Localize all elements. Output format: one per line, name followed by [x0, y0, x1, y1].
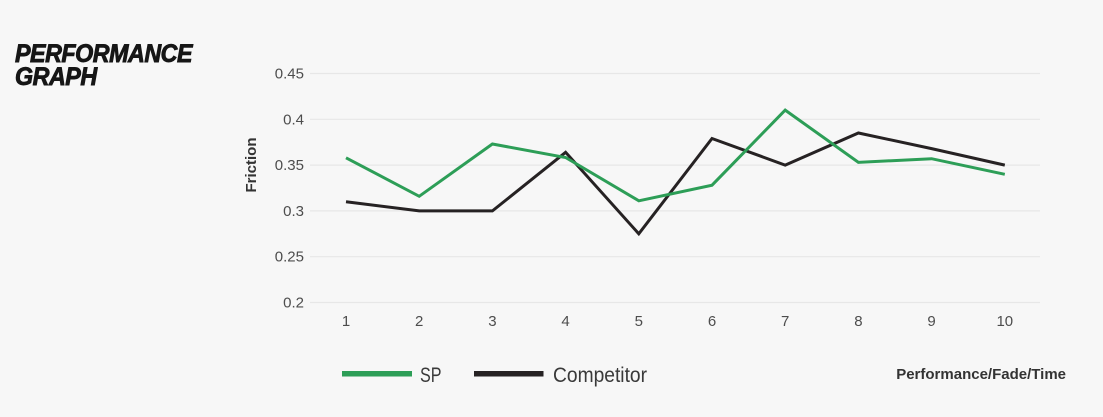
svg-text:8: 8 — [854, 313, 862, 330]
svg-text:9: 9 — [927, 313, 935, 330]
svg-text:SP: SP — [420, 364, 442, 387]
svg-text:0.3: 0.3 — [283, 203, 304, 220]
svg-text:0.4: 0.4 — [283, 111, 304, 128]
svg-text:4: 4 — [561, 313, 569, 330]
svg-text:Competitor: Competitor — [553, 364, 647, 387]
svg-text:Friction: Friction — [243, 138, 260, 193]
svg-text:2: 2 — [415, 313, 423, 330]
svg-text:5: 5 — [635, 313, 643, 330]
svg-text:6: 6 — [708, 313, 716, 330]
svg-text:0.25: 0.25 — [275, 249, 304, 266]
svg-text:0.35: 0.35 — [275, 157, 304, 174]
svg-text:0.2: 0.2 — [283, 295, 304, 312]
svg-text:Performance/Fade/Time: Performance/Fade/Time — [896, 366, 1066, 383]
svg-text:0.45: 0.45 — [275, 66, 304, 83]
svg-text:7: 7 — [781, 313, 789, 330]
svg-text:3: 3 — [488, 313, 496, 330]
svg-text:10: 10 — [996, 313, 1013, 330]
svg-text:1: 1 — [342, 313, 350, 330]
